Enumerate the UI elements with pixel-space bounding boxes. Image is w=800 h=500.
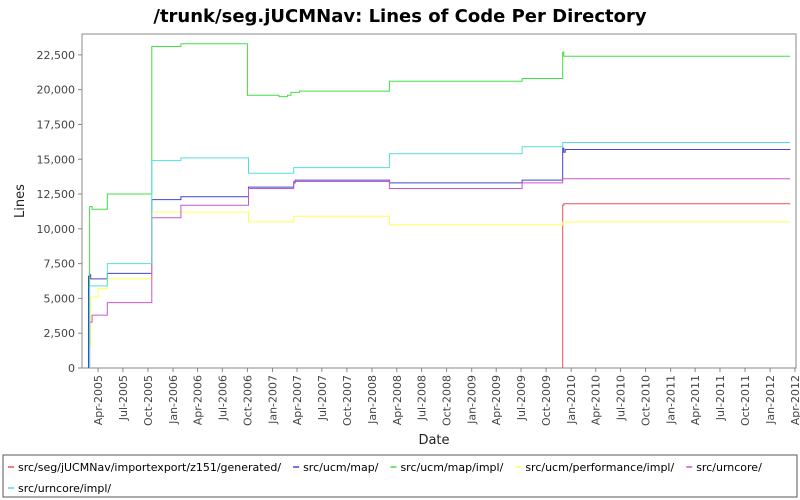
legend-label: src/ucm/map/impl/ bbox=[400, 461, 503, 474]
x-tick-label: Apr-2005 bbox=[92, 375, 105, 425]
y-axis: 0 2,500 5,000 7,500 10,000 12,500 15,000 17,500… bbox=[37, 49, 82, 375]
series-line bbox=[89, 142, 791, 368]
x-tick-label: Apr-2006 bbox=[192, 375, 205, 425]
x-tick-label: Apr-2011 bbox=[689, 375, 702, 425]
series-line bbox=[89, 178, 791, 368]
legend-item: src/ucm/map/impl/ bbox=[390, 461, 504, 474]
x-axis: Apr-2005 Jul-2005 Oct-2005 Jan-2006 Apr-2006… bbox=[92, 368, 800, 426]
legend-label: src/urncore/ bbox=[696, 461, 762, 474]
legend: src/seg/jUCMNav/importexport/z151/genera… bbox=[8, 461, 762, 495]
x-tick-label: Apr-2008 bbox=[391, 375, 404, 425]
y-tick-label: 17,500 bbox=[37, 118, 76, 131]
x-tick-label: Jan-2011 bbox=[665, 375, 678, 425]
legend-label: src/ucm/performance/impl/ bbox=[525, 461, 674, 474]
x-tick-label: Jul-2010 bbox=[614, 375, 627, 421]
x-tick-label: Apr-2009 bbox=[490, 375, 503, 425]
legend-item: src/ucm/map/ bbox=[293, 461, 379, 474]
legend-label: src/seg/jUCMNav/importexport/z151/genera… bbox=[18, 461, 281, 474]
legend-label: src/ucm/map/ bbox=[303, 461, 379, 474]
legend-box bbox=[2, 454, 798, 498]
series-line bbox=[89, 43, 791, 368]
x-tick-label: Oct-2008 bbox=[441, 375, 454, 426]
x-tick-label: Jan-2006 bbox=[167, 375, 180, 425]
x-tick-label: Oct-2010 bbox=[640, 375, 653, 426]
chart-title: /trunk/seg.jUCMNav: Lines of Code Per Di… bbox=[153, 6, 646, 27]
y-tick-label: 12,500 bbox=[37, 188, 76, 201]
x-tick-label: Apr-2012 bbox=[789, 375, 800, 425]
x-tick-label: Oct-2011 bbox=[739, 375, 752, 426]
x-tick-label: Apr-2007 bbox=[291, 375, 304, 425]
series-line bbox=[562, 203, 791, 368]
x-tick-label: Oct-2006 bbox=[241, 375, 254, 426]
series-line bbox=[89, 211, 791, 368]
x-tick-label: Jan-2008 bbox=[366, 375, 379, 425]
x-tick-label: Jul-2008 bbox=[416, 375, 429, 421]
x-tick-label: Jan-2007 bbox=[266, 375, 279, 425]
x-tick-label: Jul-2011 bbox=[714, 375, 727, 421]
x-axis-label: Date bbox=[418, 433, 449, 448]
x-tick-label: Jul-2007 bbox=[316, 375, 329, 421]
y-axis-label: Lines bbox=[13, 184, 28, 218]
y-tick-label: 10,000 bbox=[37, 223, 76, 236]
legend-label: src/urncore/impl/ bbox=[18, 482, 111, 495]
y-tick-label: 5,000 bbox=[44, 292, 76, 305]
y-tick-label: 7,500 bbox=[44, 258, 76, 271]
y-tick-label: 2,500 bbox=[44, 327, 76, 340]
y-tick-label: 22,500 bbox=[37, 49, 76, 62]
legend-item: src/urncore/impl/ bbox=[8, 482, 111, 495]
y-tick-label: 20,000 bbox=[37, 84, 76, 97]
x-tick-label: Jan-2012 bbox=[764, 375, 777, 425]
x-tick-label: Apr-2010 bbox=[590, 375, 603, 425]
plot-area bbox=[81, 33, 797, 369]
x-tick-label: Jul-2006 bbox=[216, 375, 229, 421]
series-lines bbox=[88, 43, 791, 368]
x-tick-label: Oct-2009 bbox=[540, 375, 553, 426]
legend-item: src/seg/jUCMNav/importexport/z151/genera… bbox=[8, 461, 281, 474]
legend-item: src/urncore/ bbox=[686, 461, 762, 474]
x-tick-label: Jul-2005 bbox=[117, 375, 130, 421]
x-tick-label: Oct-2005 bbox=[142, 375, 155, 426]
legend-item: src/ucm/performance/impl/ bbox=[515, 461, 674, 474]
x-tick-label: Jan-2009 bbox=[466, 375, 479, 425]
x-tick-label: Jan-2010 bbox=[565, 375, 578, 425]
y-tick-label: 15,000 bbox=[37, 153, 76, 166]
x-tick-label: Oct-2007 bbox=[341, 375, 354, 426]
x-tick-label: Jul-2009 bbox=[515, 375, 528, 421]
y-tick-label: 0 bbox=[68, 362, 75, 375]
